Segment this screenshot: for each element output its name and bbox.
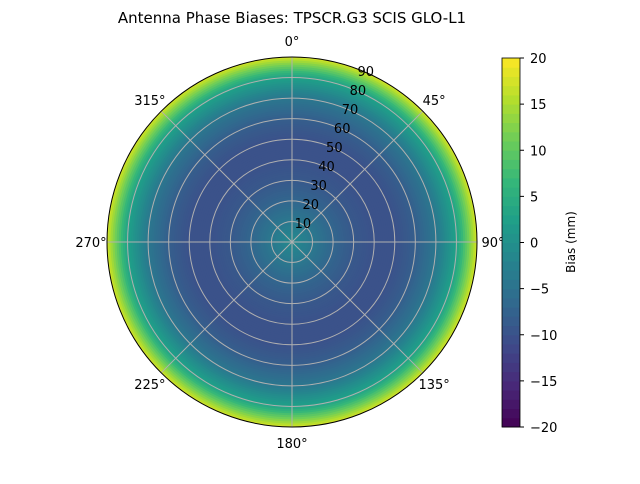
- colorbar-segment: [502, 168, 520, 179]
- colorbar-tick-label: −15: [530, 375, 557, 390]
- colorbar-tick-label: 20: [530, 52, 547, 67]
- colorbar-segment: [502, 297, 520, 308]
- angular-gridline: [291, 110, 424, 243]
- colorbar-segment: [502, 242, 520, 253]
- colorbar-tick-label: 0: [530, 237, 538, 252]
- colorbar-segment: [502, 131, 520, 142]
- angular-tick-label: 0°: [285, 35, 300, 50]
- colorbar-segment: [502, 122, 520, 133]
- colorbar-segment: [502, 343, 520, 354]
- colorbar-segment: [502, 159, 520, 170]
- colorbar-segment: [502, 177, 520, 188]
- angular-gridline: [291, 241, 424, 374]
- colorbar-segment: [502, 371, 520, 382]
- colorbar-segment: [502, 196, 520, 207]
- colorbar-segment: [502, 104, 520, 114]
- colorbar-segment: [502, 325, 520, 336]
- colorbar-segment: [502, 288, 520, 299]
- colorbar-segment: [502, 399, 520, 410]
- radial-tick-label: 70: [342, 103, 359, 118]
- colorbar-segment: [502, 141, 520, 151]
- radial-tick-label: 20: [302, 198, 319, 213]
- radial-tick-label: 50: [326, 141, 343, 156]
- colorbar-segment: [502, 380, 520, 391]
- colorbar-segment: [502, 58, 520, 68]
- angular-gridline: [160, 110, 293, 243]
- colorbar: 20 15 10 5 0 −5 −10 −15 −20: [501, 52, 557, 436]
- angular-tick-label: 45°: [423, 94, 446, 109]
- colorbar-segment: [502, 76, 520, 87]
- colorbar-tick-label: 15: [530, 98, 547, 113]
- colorbar-tick-label: 5: [530, 190, 538, 205]
- angular-tick-label: 135°: [418, 378, 449, 393]
- colorbar-segment: [502, 279, 520, 290]
- colorbar-label: Bias (mm): [564, 211, 578, 273]
- colorbar-segment: [502, 233, 520, 243]
- colorbar-segment: [502, 353, 520, 363]
- colorbar-segment: [502, 150, 520, 160]
- colorbar-segment: [502, 94, 520, 105]
- radial-tick-label: 40: [318, 160, 335, 175]
- angular-tick-label: 315°: [134, 94, 165, 109]
- colorbar-segment: [502, 316, 520, 327]
- colorbar-tick-label: −20: [530, 421, 557, 436]
- radial-tick-label: 90: [358, 65, 375, 80]
- radial-tick-label: 30: [310, 179, 327, 194]
- colorbar-segment: [502, 85, 520, 96]
- radial-tick-label: 80: [350, 84, 367, 99]
- radial-tick-label: 60: [334, 122, 351, 137]
- colorbar-segment: [502, 270, 520, 280]
- colorbar-segment: [502, 334, 520, 345]
- colorbar-segment: [502, 205, 520, 216]
- angular-tick-label: 270°: [75, 236, 106, 251]
- colorbar-segment: [502, 362, 520, 373]
- colorbar-segment: [502, 251, 520, 262]
- chart-title: Antenna Phase Biases: TPSCR.G3 SCIS GLO-…: [118, 9, 466, 27]
- colorbar-segment: [502, 408, 520, 419]
- angular-tick-label: 90°: [481, 236, 504, 251]
- colorbar-tick-label: −10: [530, 329, 557, 344]
- polar-frame: [106, 56, 478, 428]
- colorbar-segment: [502, 214, 520, 225]
- colorbar-segment: [502, 390, 520, 400]
- grid: [107, 57, 477, 427]
- colorbar-segment: [502, 307, 520, 317]
- colorbar-segment: [502, 224, 520, 234]
- colorbar-tick-label: 10: [530, 144, 547, 159]
- colorbar-segment: [502, 67, 520, 77]
- colorbar-segment: [502, 113, 520, 124]
- angular-gridline: [160, 241, 293, 374]
- colorbar-segment: [502, 187, 520, 197]
- angular-tick-label: 180°: [276, 437, 307, 452]
- colorbar-segment: [502, 260, 520, 271]
- radial-tick-label: 10: [295, 217, 312, 232]
- colorbar-segment: [502, 417, 520, 428]
- angular-tick-label: 225°: [134, 378, 165, 393]
- colorbar-tick-label: −5: [530, 283, 549, 298]
